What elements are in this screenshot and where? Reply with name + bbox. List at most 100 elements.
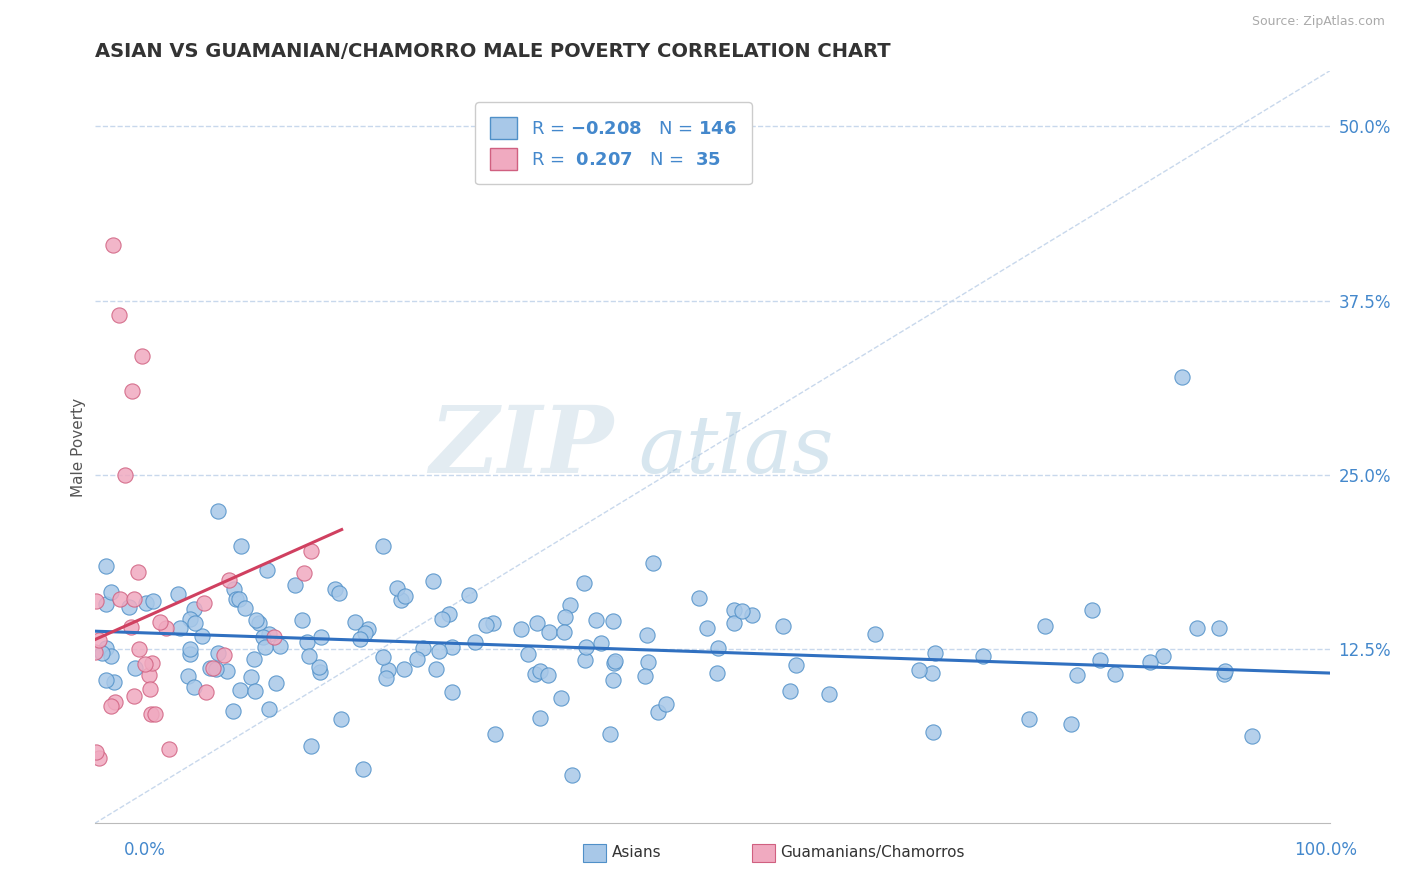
Point [510, 623, 533, 637]
Point [179, 641, 201, 656]
Text: Source: ZipAtlas.com: Source: ZipAtlas.com [1251, 15, 1385, 28]
Point [707, 640, 730, 655]
Text: Guamanians/Chamorros: Guamanians/Chamorros [780, 846, 965, 860]
Point [637, 655, 659, 669]
Point [605, 654, 627, 668]
Point [135, 596, 157, 610]
Point [134, 657, 156, 672]
Point [1152, 648, 1174, 663]
Point [179, 647, 201, 661]
Point [655, 697, 678, 711]
Point [602, 614, 624, 628]
Point [104, 695, 127, 709]
Point [121, 384, 143, 399]
Point [252, 631, 274, 645]
Point [131, 350, 153, 364]
Point [245, 684, 267, 698]
Point [574, 652, 596, 666]
Point [201, 661, 224, 675]
Point [233, 600, 256, 615]
Point [284, 578, 307, 592]
Point [179, 612, 201, 626]
Point [1088, 653, 1111, 667]
Point [240, 669, 263, 683]
Point [603, 656, 626, 670]
Point [114, 467, 136, 482]
Point [225, 592, 247, 607]
Point [392, 662, 415, 676]
Point [142, 594, 165, 608]
Point [457, 588, 479, 602]
Point [229, 683, 252, 698]
Point [1104, 667, 1126, 681]
Point [84, 745, 107, 759]
Point [818, 687, 841, 701]
Point [122, 689, 145, 703]
Point [357, 622, 380, 636]
Point [308, 660, 330, 674]
Point [308, 665, 330, 679]
Point [377, 663, 399, 677]
Point [124, 661, 146, 675]
Point [972, 648, 994, 663]
Point [524, 667, 547, 681]
Point [922, 725, 945, 739]
Point [228, 591, 250, 606]
Point [1213, 666, 1236, 681]
Point [298, 648, 321, 663]
Point [91, 646, 114, 660]
Point [291, 613, 314, 627]
Point [1080, 603, 1102, 617]
Point [1185, 621, 1208, 635]
Point [482, 615, 505, 630]
Point [908, 663, 931, 677]
Point [1208, 621, 1230, 635]
Point [779, 684, 801, 698]
Point [585, 613, 607, 627]
Point [785, 657, 807, 672]
Point [190, 629, 212, 643]
Point [217, 665, 239, 679]
Point [354, 626, 377, 640]
Point [218, 574, 240, 588]
Point [575, 640, 598, 654]
Point [730, 604, 752, 618]
Point [94, 559, 117, 574]
Point [120, 620, 142, 634]
Point [149, 615, 172, 630]
Point [166, 587, 188, 601]
Point [301, 739, 323, 753]
Point [723, 616, 745, 631]
Point [599, 727, 621, 741]
Point [394, 589, 416, 603]
Point [1139, 655, 1161, 669]
Point [688, 591, 710, 605]
Point [1213, 664, 1236, 678]
Point [863, 627, 886, 641]
Point [602, 673, 624, 687]
Point [329, 712, 352, 726]
Point [349, 632, 371, 646]
Point [475, 618, 498, 632]
Point [696, 621, 718, 635]
Text: Asians: Asians [612, 846, 661, 860]
Point [441, 640, 464, 654]
Point [311, 631, 333, 645]
Text: atlas: atlas [638, 412, 834, 490]
Point [529, 711, 551, 725]
Point [253, 640, 276, 654]
Point [127, 565, 149, 579]
Point [526, 615, 548, 630]
Point [1018, 713, 1040, 727]
Point [94, 597, 117, 611]
Point [440, 685, 463, 699]
Point [422, 574, 444, 589]
Point [138, 682, 160, 697]
Point [437, 607, 460, 622]
Point [117, 600, 139, 615]
Point [198, 661, 221, 675]
Point [84, 594, 107, 608]
Point [183, 680, 205, 694]
Point [108, 592, 131, 607]
Point [169, 621, 191, 635]
